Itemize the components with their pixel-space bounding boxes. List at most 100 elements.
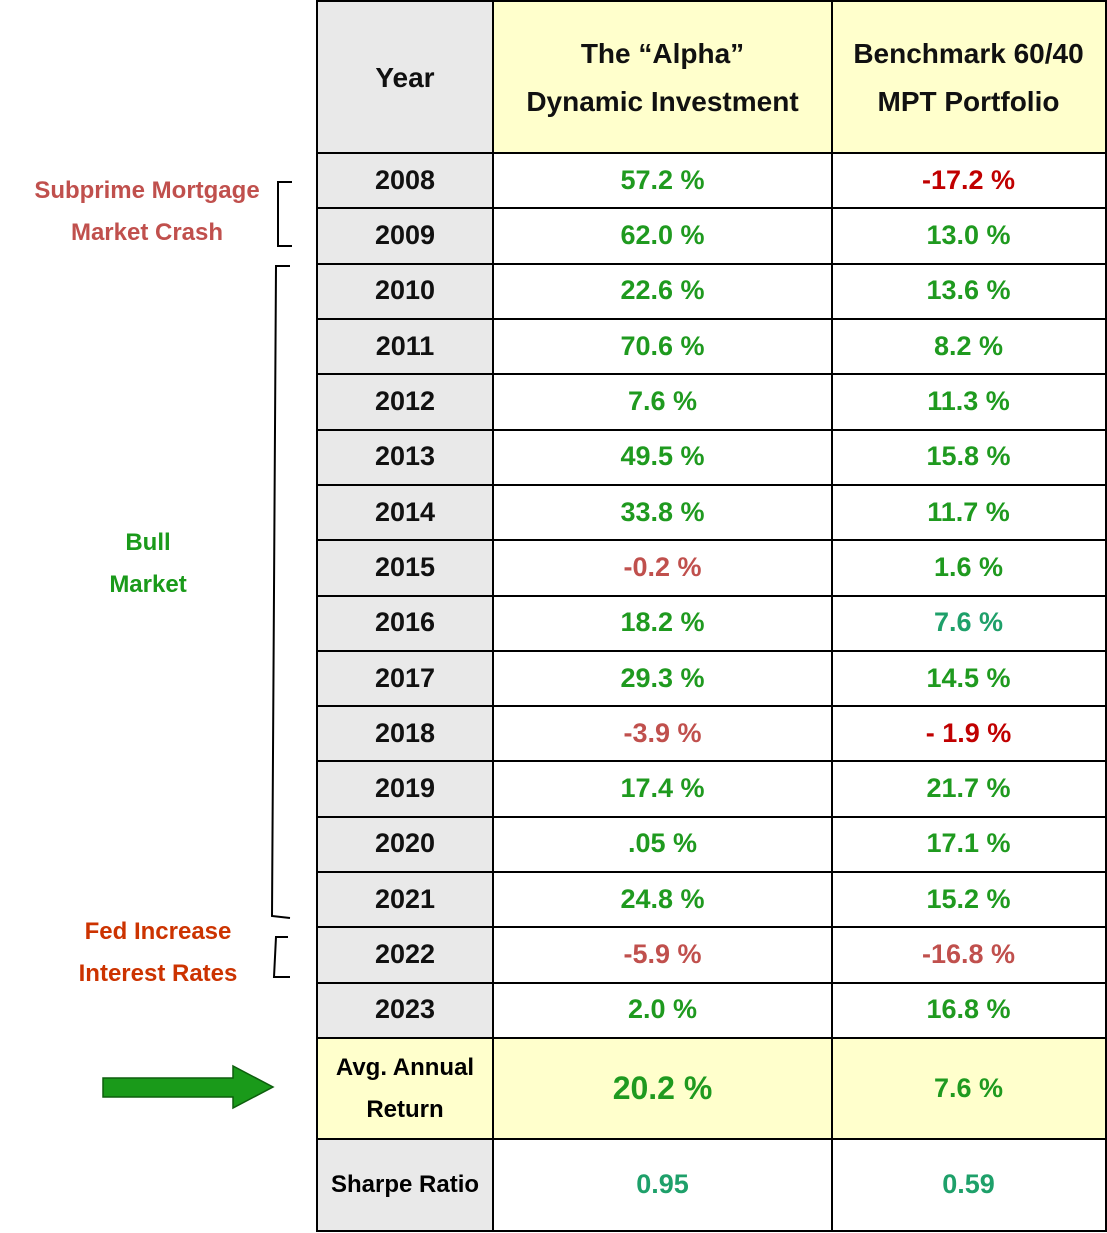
- alpha-return-cell: -3.9 %: [493, 706, 832, 762]
- alpha-header-line1: The “Alpha”: [580, 37, 745, 69]
- alpha-return-cell: 7.6 %: [493, 374, 832, 430]
- avg-benchmark-text: 7.6 %: [933, 1072, 1004, 1103]
- avg-benchmark-value: 7.6 %: [832, 1038, 1105, 1139]
- alpha-return-cell: 17.4 %: [493, 761, 832, 817]
- alpha-return-cell: 57.2 %: [493, 153, 832, 209]
- benchmark-return-cell: 21.7 %: [832, 761, 1105, 817]
- grid-row-line: [316, 207, 1107, 209]
- sharpe-alpha-value: 0.95: [493, 1139, 832, 1231]
- benchmark-return-cell: 11.3 %: [832, 374, 1105, 430]
- sharpe-ratio-label: Sharpe Ratio: [317, 1139, 493, 1231]
- alpha-header-line2: Dynamic Investment: [526, 85, 799, 117]
- grid-column-line: [316, 1, 318, 1232]
- alpha-column-header: The “Alpha” Dynamic Investment: [493, 2, 832, 153]
- bull-line2: Market: [109, 571, 187, 598]
- alpha-return-cell: 24.8 %: [493, 872, 832, 928]
- year-cell: 2013: [317, 429, 493, 485]
- grid-row-line: [316, 1230, 1107, 1232]
- grid-row-line: [316, 982, 1107, 984]
- sharpe-benchmark-value: 0.59: [832, 1139, 1105, 1231]
- benchmark-return-cell: -17.2 %: [832, 153, 1105, 209]
- alpha-return-cell: 18.2 %: [493, 595, 832, 651]
- grid-row-line: [316, 539, 1107, 541]
- alpha-return-cell: -0.2 %: [493, 540, 832, 596]
- benchmark-return-cell: 15.2 %: [832, 872, 1105, 928]
- subprime-line2: Market Crash: [70, 219, 224, 246]
- grid-column-line: [831, 1, 833, 1232]
- grid-row-line: [316, 0, 1107, 2]
- grid-row-line: [316, 650, 1107, 652]
- year-column-header: Year: [317, 2, 493, 153]
- alpha-return-cell: 29.3 %: [493, 650, 832, 707]
- avg-label-line2: Return: [366, 1095, 444, 1123]
- year-cell: 2021: [317, 872, 493, 928]
- alpha-return-cell: .05 %: [493, 816, 832, 873]
- benchmark-return-cell: 13.6 %: [832, 263, 1105, 319]
- year-cell: 2023: [317, 982, 493, 1038]
- avg-alpha-value: 20.2 %: [493, 1038, 832, 1139]
- avg-label-line1: Avg. Annual: [335, 1053, 475, 1081]
- grid-row-line: [316, 152, 1107, 154]
- year-cell: 2010: [317, 263, 493, 319]
- grid-row-line: [316, 1138, 1107, 1140]
- year-cell: 2016: [317, 595, 493, 651]
- grid-row-line: [316, 760, 1107, 762]
- year-cell: 2019: [317, 761, 493, 817]
- subprime-line1: Subprime Mortgage: [34, 177, 260, 204]
- fed-bracket: [272, 936, 290, 978]
- benchmark-return-cell: 14.5 %: [832, 650, 1105, 707]
- alpha-return-cell: 70.6 %: [493, 318, 832, 375]
- year-cell: 2012: [317, 374, 493, 430]
- fed-line1: Fed Increase: [84, 918, 232, 945]
- year-cell: 2018: [317, 706, 493, 762]
- benchmark-return-cell: 15.8 %: [832, 429, 1105, 485]
- grid-column-line: [1105, 1, 1107, 1232]
- year-cell: 2017: [317, 650, 493, 707]
- benchmark-return-cell: 8.2 %: [832, 318, 1105, 375]
- grid-row-line: [316, 373, 1107, 375]
- benchmark-return-cell: 7.6 %: [832, 595, 1105, 651]
- benchmark-return-cell: - 1.9 %: [832, 706, 1105, 762]
- benchmark-return-cell: -16.8 %: [832, 927, 1105, 983]
- benchmark-return-cell: 1.6 %: [832, 540, 1105, 596]
- alpha-return-cell: 2.0 %: [493, 982, 832, 1038]
- fed-annotation: Fed Increase Interest Rates: [60, 911, 256, 995]
- benchmark-header-line1: Benchmark 60/40: [853, 37, 1084, 69]
- grid-row-line: [316, 318, 1107, 320]
- benchmark-return-cell: 16.8 %: [832, 982, 1105, 1038]
- year-header-text: Year: [375, 61, 435, 93]
- avg-alpha-text: 20.2 %: [612, 1070, 713, 1107]
- green-arrow-icon: [102, 1064, 275, 1110]
- bull-market-annotation: Bull Market: [80, 522, 216, 606]
- alpha-return-cell: 62.0 %: [493, 208, 832, 264]
- year-cell: 2020: [317, 816, 493, 873]
- bull-line1: Bull: [125, 529, 171, 556]
- grid-row-line: [316, 263, 1107, 265]
- avg-annual-return-label: Avg. Annual Return: [317, 1038, 493, 1139]
- grid-row-line: [316, 871, 1107, 873]
- year-cell: 2015: [317, 540, 493, 596]
- alpha-return-cell: 33.8 %: [493, 484, 832, 541]
- sharpe-benchmark-text: 0.59: [942, 1169, 995, 1200]
- benchmark-return-cell: 17.1 %: [832, 816, 1105, 873]
- grid-row-line: [316, 1037, 1107, 1039]
- alpha-return-cell: -5.9 %: [493, 927, 832, 983]
- alpha-return-cell: 49.5 %: [493, 429, 832, 485]
- benchmark-return-cell: 13.0 %: [832, 208, 1105, 264]
- year-cell: 2022: [317, 927, 493, 983]
- alpha-return-cell: 22.6 %: [493, 263, 832, 319]
- fed-line2: Interest Rates: [78, 960, 238, 987]
- grid-row-line: [316, 484, 1107, 486]
- year-cell: 2008: [317, 153, 493, 209]
- benchmark-column-header: Benchmark 60/40 MPT Portfolio: [832, 2, 1105, 153]
- benchmark-return-cell: 11.7 %: [832, 484, 1105, 541]
- grid-row-line: [316, 595, 1107, 597]
- grid-row-line: [316, 816, 1107, 818]
- subprime-annotation: Subprime Mortgage Market Crash: [20, 170, 274, 254]
- year-cell: 2014: [317, 484, 493, 541]
- sharpe-label-text: Sharpe Ratio: [330, 1171, 480, 1198]
- sharpe-alpha-text: 0.95: [636, 1169, 689, 1200]
- year-cell: 2009: [317, 208, 493, 264]
- subprime-bracket: [277, 181, 292, 247]
